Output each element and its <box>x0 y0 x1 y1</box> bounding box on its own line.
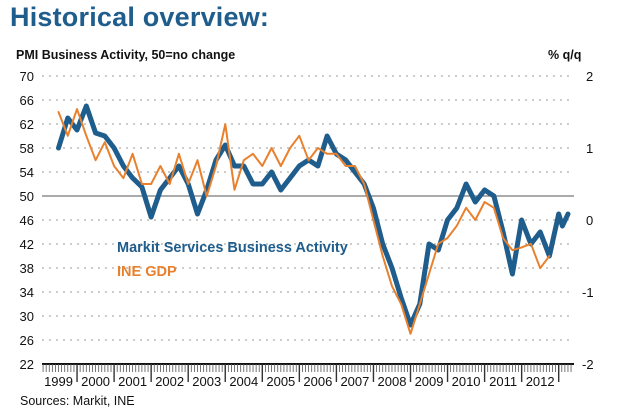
x-tick-label: 2008 <box>378 374 407 389</box>
y-tick-label-left: 70 <box>20 69 34 84</box>
x-tick-label: 2004 <box>229 374 258 389</box>
x-tick-label: 2009 <box>415 374 444 389</box>
y-tick-label-left: 54 <box>20 165 34 180</box>
x-tick-label: 2010 <box>452 374 481 389</box>
y-tick-label-left: 62 <box>20 117 34 132</box>
series-line-pmi <box>56 103 571 328</box>
x-tick-label: 2012 <box>526 374 555 389</box>
y-tick-label-left: 42 <box>20 237 34 252</box>
y-tick-label-right: 0 <box>586 213 593 228</box>
series-line-gdp <box>57 108 551 335</box>
y-tick-label-left: 34 <box>20 285 34 300</box>
y-tick-label-right: -1 <box>582 285 594 300</box>
left-axis-label: PMI Business Activity, 50=no change <box>16 48 236 62</box>
y-tick-label-left: 46 <box>20 213 34 228</box>
y-tick-label-left: 58 <box>20 141 34 156</box>
y-tick-label-left: 22 <box>20 357 34 372</box>
x-tick-label: 2003 <box>192 374 221 389</box>
left-y-axis: 70 66 62 58 54 50 46 42 38 34 30 26 22 <box>20 69 34 372</box>
legend-item-gdp: INE GDP <box>117 264 177 280</box>
page-title: Historical overview: <box>10 2 270 32</box>
gridlines <box>42 75 574 341</box>
y-tick-label-right: -2 <box>582 357 594 372</box>
x-tick-label: 2011 <box>489 374 517 389</box>
x-axis: 1999 2000 2001 2002 2003 2004 2005 2006 2007 2008… <box>42 363 574 389</box>
y-tick-label-right: 1 <box>586 141 593 156</box>
right-y-axis: 2 1 0 -1 -2 <box>582 69 594 372</box>
legend: Markit Services Business Activity INE GD… <box>117 240 348 280</box>
y-tick-label-left: 50 <box>20 189 34 204</box>
series-group <box>56 103 571 335</box>
x-tick-label: 2007 <box>340 374 369 389</box>
right-axis-label: % q/q <box>548 48 582 62</box>
source-note: Sources: Markit, INE <box>20 394 135 408</box>
x-tick-label: 2002 <box>155 374 184 389</box>
y-tick-label-right: 2 <box>586 69 593 84</box>
x-tick-label: 2001 <box>118 374 147 389</box>
y-tick-label-left: 38 <box>20 261 34 276</box>
y-tick-label-left: 66 <box>20 93 34 108</box>
legend-item-pmi: Markit Services Business Activity <box>117 240 348 256</box>
x-tick-label: 2006 <box>303 374 332 389</box>
x-tick-label: 1999 <box>44 374 73 389</box>
x-tick-label: 2000 <box>81 374 110 389</box>
y-tick-label-left: 26 <box>20 333 34 348</box>
y-tick-label-left: 30 <box>20 309 34 324</box>
x-tick-label: 2005 <box>266 374 295 389</box>
